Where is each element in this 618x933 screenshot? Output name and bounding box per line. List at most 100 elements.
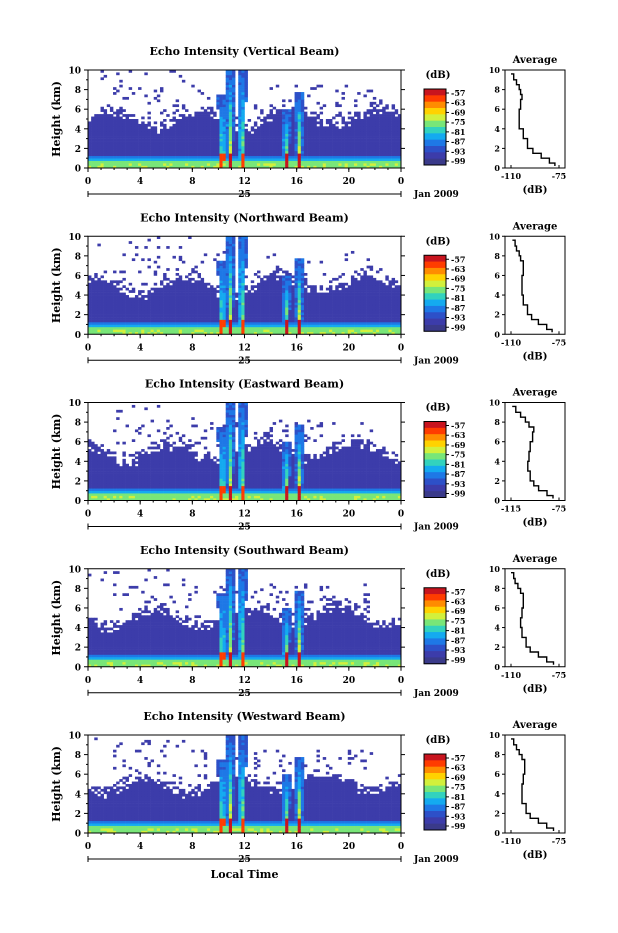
heatmap-cell: [373, 131, 376, 134]
heatmap-cell: [329, 158, 332, 161]
heatmap-cell: [191, 283, 194, 286]
heatmap-cell: [254, 290, 257, 293]
heatmap-cell: [288, 278, 291, 281]
heatmap-cell: [219, 144, 222, 147]
heatmap-cell: [245, 129, 248, 132]
colorbar-swatch: [424, 133, 446, 140]
heatmap-cell: [176, 278, 179, 281]
heatmap-cell: [113, 293, 116, 296]
heatmap-cell: [291, 322, 294, 325]
heatmap-cell: [166, 148, 169, 151]
heatmap-cell: [363, 273, 366, 276]
heatmap-cell: [169, 307, 172, 310]
heatmap-cell: [129, 129, 132, 132]
heatmap-cell: [157, 295, 160, 298]
heatmap-cell: [354, 156, 357, 159]
heatmap-cell: [166, 114, 169, 117]
heatmap-cell: [141, 134, 144, 137]
heatmap-cell: [357, 129, 360, 132]
heatmap-cell: [273, 293, 276, 296]
heatmap-cell: [254, 273, 257, 276]
heatmap-cell: [238, 293, 241, 296]
heatmap-cell: [245, 156, 248, 159]
heatmap-cell: [373, 163, 376, 166]
heatmap-cell: [273, 146, 276, 149]
heatmap-cell: [291, 131, 294, 134]
heatmap-cell: [241, 241, 244, 244]
heatmap-cell: [357, 153, 360, 156]
heatmap-cell: [113, 131, 116, 134]
heatmap-cell: [154, 271, 157, 274]
heatmap-cell: [367, 285, 370, 288]
heatmap-cell: [219, 295, 222, 298]
heatmap-cell: [248, 295, 251, 298]
heatmap-cell: [226, 329, 229, 332]
heatmap-cell: [310, 315, 313, 318]
heatmap-cell: [135, 307, 138, 310]
heatmap-cell: [169, 134, 172, 137]
heatmap-cell: [238, 288, 241, 291]
heatmap-cell: [198, 275, 201, 278]
x-tick-label: 0: [85, 343, 91, 353]
heatmap-cell: [388, 156, 391, 159]
heatmap-cell: [204, 144, 207, 147]
heatmap-cell: [376, 129, 379, 132]
heatmap-cell: [94, 144, 97, 147]
heatmap-cell: [376, 271, 379, 274]
heatmap-cell: [138, 87, 141, 90]
heatmap-cell: [357, 148, 360, 151]
heatmap-cell: [101, 307, 104, 310]
heatmap-cell: [335, 317, 338, 320]
heatmap-cell: [370, 310, 373, 313]
heatmap-cell: [382, 158, 385, 161]
heatmap-cell: [226, 253, 229, 256]
heatmap-cell: [332, 312, 335, 315]
heatmap-cell: [204, 114, 207, 117]
heatmap-cell: [91, 151, 94, 154]
heatmap-cell: [342, 119, 345, 122]
heatmap-cell: [345, 293, 348, 296]
heatmap-cell: [310, 131, 313, 134]
heatmap-cell: [141, 121, 144, 124]
heatmap-cell: [266, 114, 269, 117]
heatmap-cell: [226, 317, 229, 320]
heatmap-cell: [357, 126, 360, 129]
heatmap-cell: [188, 139, 191, 142]
heatmap-cell: [307, 317, 310, 320]
heatmap-cell: [216, 302, 219, 305]
heatmap-cell: [282, 161, 285, 164]
heatmap-cell: [285, 121, 288, 124]
heatmap-cell: [351, 310, 354, 313]
heatmap-cell: [188, 136, 191, 139]
heatmap-cell: [288, 124, 291, 127]
heatmap-cell: [129, 148, 132, 151]
heatmap-cell: [216, 121, 219, 124]
heatmap-cell: [323, 153, 326, 156]
heatmap-cell: [97, 146, 100, 149]
heatmap-cell: [354, 148, 357, 151]
heatmap-cell: [307, 139, 310, 142]
heatmap-cell: [122, 161, 125, 164]
heatmap-cell: [307, 327, 310, 330]
heatmap-cell: [373, 288, 376, 291]
heatmap-cell: [354, 280, 357, 283]
heatmap-cell: [101, 158, 104, 161]
heatmap-cell: [241, 258, 244, 261]
heatmap-cell: [320, 124, 323, 127]
heatmap-cell: [235, 153, 238, 156]
heatmap-cell: [97, 117, 100, 120]
heatmap-cell: [163, 285, 166, 288]
heatmap-cell: [304, 129, 307, 132]
heatmap-cell: [173, 131, 176, 134]
heatmap-cell: [379, 268, 382, 271]
heatmap-cell: [157, 153, 160, 156]
heatmap-cell: [194, 153, 197, 156]
heatmap-cell: [357, 114, 360, 117]
heatmap-cell: [307, 163, 310, 166]
heatmap-cell: [104, 283, 107, 286]
heatmap-cell: [229, 324, 232, 327]
heatmap-cell: [226, 99, 229, 102]
heatmap-cell: [370, 329, 373, 332]
average-y-tick-label: 8: [494, 251, 500, 261]
heatmap-cell: [266, 151, 269, 154]
